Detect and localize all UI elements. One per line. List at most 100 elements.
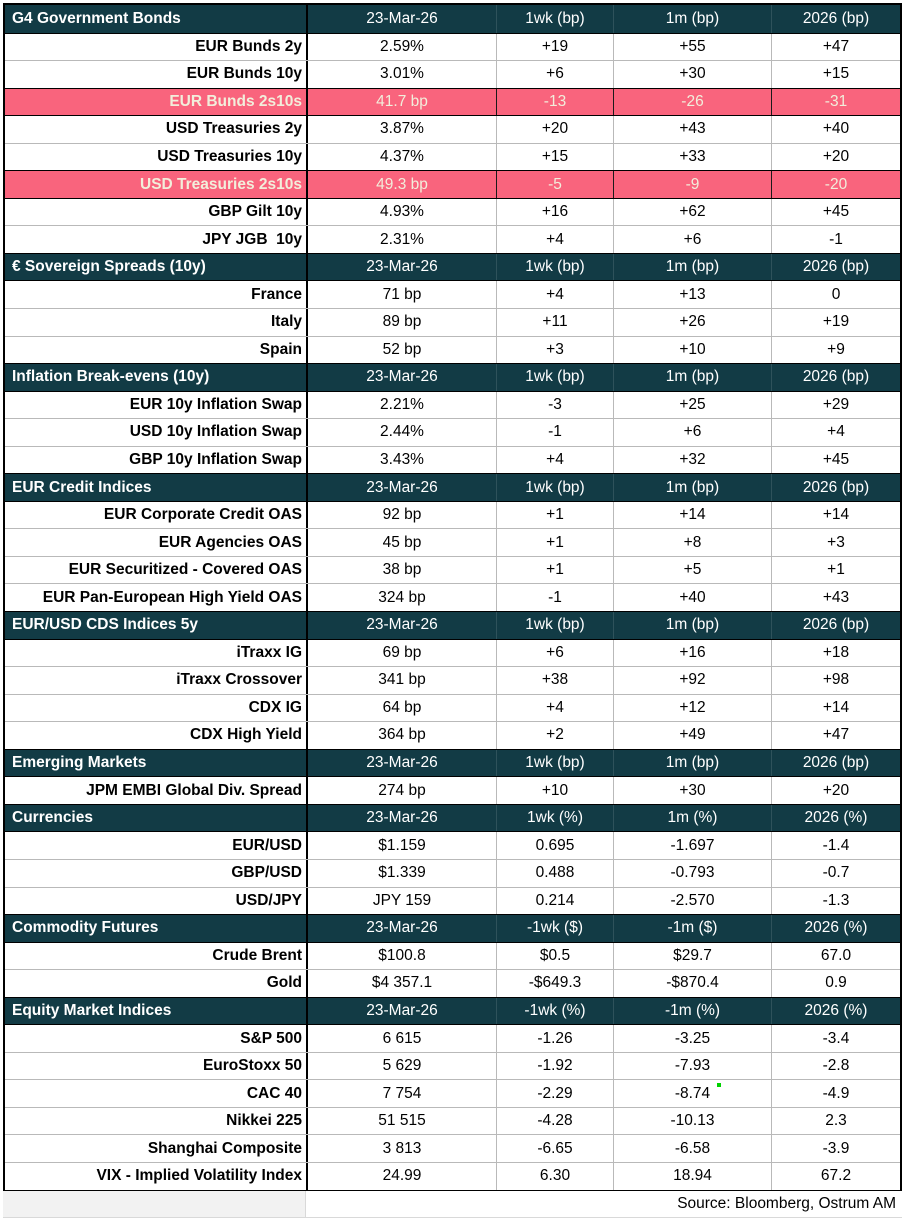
value-cell-text: +19 [822, 313, 850, 331]
section-header-eur-credit-indices: EUR Credit Indices 23-Mar-26 1wk (bp) 1m (b… [5, 473, 900, 501]
value-cell: +29 [772, 392, 900, 419]
value-cell-text: 2.31% [380, 230, 424, 248]
row-label: Shanghai Composite [5, 1135, 308, 1162]
value-cell: -6.65 [497, 1135, 614, 1162]
row-label: EUR Bunds 10y [5, 61, 308, 88]
table-row-italy: Italy 89 bp +11 +26 +19 [5, 308, 900, 336]
row-label: GBP 10y Inflation Swap [5, 446, 308, 474]
value-cell: 274 bp [308, 777, 497, 804]
value-cell-text: -$649.3 [528, 974, 582, 992]
value-cell: 41.7 bp [308, 88, 497, 116]
table-row-eurostoxx-50: EuroStoxx 50 5 629 -1.92 -7.93 -2.8 [5, 1051, 900, 1080]
column-header-text: 1wk (bp) [525, 258, 585, 276]
row-label: EUR Securitized - Covered OAS [5, 556, 308, 584]
value-cell-text: $1.159 [378, 836, 426, 854]
column-header: 1m (bp) [614, 612, 772, 639]
value-cell: -20 [772, 171, 900, 198]
value-cell: +20 [772, 777, 900, 804]
value-cell: +16 [497, 198, 614, 226]
value-cell-text: +47 [822, 726, 850, 744]
table-row-gold: Gold $4 357.1 -$649.3 -$870.4 0.9 [5, 969, 900, 997]
value-cell: +13 [614, 281, 772, 309]
value-cell-text: -4.28 [537, 1112, 573, 1130]
value-cell: +47 [772, 722, 900, 749]
section-title-text: Equity Market Indices [12, 1001, 172, 1019]
value-cell: +6 [614, 226, 772, 253]
value-cell-text: -1.697 [670, 836, 715, 854]
value-cell-text: +15 [822, 65, 850, 83]
value-cell-text: +12 [679, 698, 706, 716]
value-cell-text: 0 [831, 285, 841, 303]
value-cell-text: -1.92 [537, 1057, 573, 1075]
row-label-text: USD Treasuries 2y [165, 120, 302, 138]
value-cell: +43 [614, 116, 772, 143]
column-header: 23-Mar-26 [308, 612, 497, 639]
value-cell-text: -1 [548, 423, 562, 441]
column-header-text: 23-Mar-26 [366, 754, 438, 772]
section-title-text: EUR Credit Indices [12, 478, 152, 496]
value-cell: -3.9 [772, 1135, 900, 1162]
value-cell: -13 [497, 88, 614, 116]
value-cell-text: +1 [546, 533, 564, 551]
column-header-text: 1m (bp) [665, 478, 720, 496]
value-cell-text: +13 [679, 285, 706, 303]
column-header-text: 23-Mar-26 [366, 616, 438, 634]
column-header-text: -1m ($) [667, 919, 718, 937]
row-label-text: EUR/USD [232, 836, 302, 854]
value-cell: +40 [614, 584, 772, 612]
value-cell-text: 24.99 [382, 1167, 422, 1185]
row-label: iTraxx IG [5, 639, 308, 667]
value-cell: +3 [497, 336, 614, 364]
value-cell: -$870.4 [614, 970, 772, 997]
value-cell: $4 357.1 [308, 970, 497, 997]
value-cell-text: -10.13 [670, 1112, 715, 1130]
value-cell-text: -$870.4 [666, 974, 719, 992]
column-header: 1m (bp) [614, 253, 772, 281]
value-cell-text: +49 [679, 726, 706, 744]
value-cell: -4.28 [497, 1107, 614, 1135]
value-cell-text: -8.74 [674, 1084, 711, 1102]
value-cell: -5 [497, 171, 614, 198]
table-row-jpm-embi-global-div-spread: JPM EMBI Global Div. Spread 274 bp +10 +30 +… [5, 776, 900, 804]
value-cell: +6 [614, 419, 772, 446]
value-cell-text: 364 bp [378, 726, 426, 744]
value-cell-text: +45 [822, 451, 850, 469]
value-cell: 3.87% [308, 116, 497, 143]
column-header-text: 2026 (%) [804, 1001, 868, 1019]
value-cell: -2.29 [497, 1080, 614, 1107]
comment-marker-icon [716, 1083, 721, 1088]
value-cell-text: +43 [822, 588, 850, 606]
row-label: JPM EMBI Global Div. Spread [5, 777, 308, 804]
value-cell: -1.4 [772, 832, 900, 859]
value-cell-text: +19 [541, 37, 569, 55]
value-cell: -2.8 [772, 1053, 900, 1080]
value-cell-text: -9 [685, 175, 700, 193]
value-cell: 0.488 [497, 859, 614, 887]
value-cell: -10.13 [614, 1107, 772, 1135]
value-cell: +14 [614, 501, 772, 529]
column-header: 23-Mar-26 [308, 474, 497, 501]
section-title-text: EUR/USD CDS Indices 5y [12, 616, 199, 634]
row-label: Crude Brent [5, 942, 308, 970]
row-label: EUR 10y Inflation Swap [5, 391, 308, 419]
value-cell: +6 [497, 61, 614, 88]
table-row-usd-treasuries-2s10s: USD Treasuries 2s10s 49.3 bp -5 -9 -20 [5, 170, 900, 198]
value-cell: JPY 159 [308, 887, 497, 915]
row-label-text: EUR 10y Inflation Swap [129, 395, 302, 413]
value-cell: -3 [497, 391, 614, 419]
value-cell: +49 [614, 722, 772, 749]
value-cell: +30 [614, 777, 772, 804]
value-cell: 89 bp [308, 309, 497, 336]
row-label: JPY JGB 10y [5, 226, 308, 253]
value-cell-text: -20 [824, 175, 848, 193]
value-cell-text: +62 [679, 203, 706, 221]
row-label: USD 10y Inflation Swap [5, 419, 308, 446]
row-label-text: EUR Securitized - Covered OAS [68, 561, 302, 579]
column-header: 1m (bp) [614, 474, 772, 501]
value-cell-text: 2.3 [825, 1112, 847, 1130]
value-cell: +45 [772, 199, 900, 226]
row-label-text: Crude Brent [212, 946, 302, 964]
value-cell-text: -1.26 [537, 1029, 573, 1047]
value-cell-text: +14 [822, 506, 850, 524]
value-cell-text: +4 [546, 230, 564, 248]
